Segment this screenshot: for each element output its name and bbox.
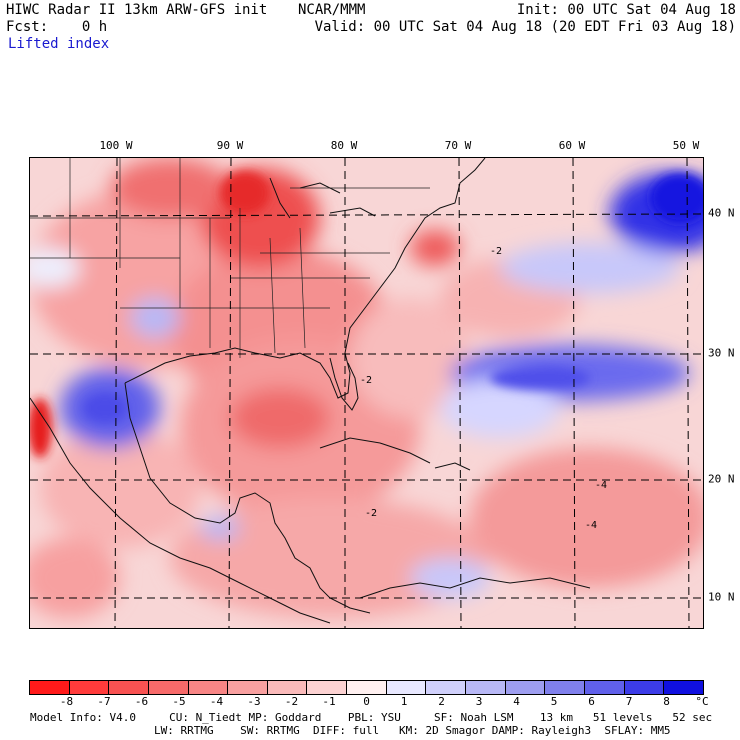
lat-label-10n: 10 N (708, 590, 735, 604)
colorbar-tick-label: 0 (363, 695, 370, 708)
colorbar-swatch (69, 681, 110, 694)
colorbar-tick-label: -1 (322, 695, 336, 708)
colorbar-swatch (584, 681, 625, 694)
state-borders (30, 158, 430, 358)
field-patch (200, 516, 240, 540)
lat-label-40n: 40 N (708, 206, 735, 220)
colorbar-swatch (228, 681, 268, 694)
us-gulf-coast (124, 158, 486, 399)
contour-label: -4 (595, 480, 607, 491)
mexico-pacific-coast (30, 397, 331, 624)
lifted-index-map: -2 -2 -2 -4 -4 (30, 158, 703, 628)
init-time: Init: 00 UTC Sat 04 Aug 18 (516, 2, 736, 18)
field-patch (410, 558, 490, 598)
lon-label-100w: 100 W (99, 139, 133, 152)
mexico-coast (124, 382, 371, 614)
lat-label-30n: 30 N (708, 346, 735, 360)
lon-label-50w: 50 W (672, 139, 700, 152)
lifted-index-cores (30, 171, 703, 458)
field-patch (230, 388, 330, 448)
field-name: Lifted index (8, 36, 110, 52)
field-core (220, 171, 270, 215)
colorbar-tick-label: 3 (475, 695, 483, 708)
lifted-index-field (30, 158, 703, 618)
great-lakes (269, 177, 376, 219)
colorbar-swatch (109, 681, 149, 694)
colorbar-swatch (347, 681, 387, 694)
model-info-line-2: LW: RRTMG SW: RRTMG DIFF: full KM: 2D Sm… (154, 724, 671, 737)
florida-peninsula (329, 357, 359, 411)
colorbar-swatch (545, 681, 585, 694)
model-info-line-1: Model Info: V4.0 CU: N_Tiedt MP: Goddard… (30, 711, 713, 724)
field-patch (170, 498, 490, 618)
colorbar-unit: °C (695, 695, 709, 708)
lon-label-60w: 60 W (558, 139, 586, 152)
colorbar-tick-label: -4 (209, 695, 224, 708)
colorbar-tick-label: -8 (59, 695, 74, 708)
contour-label: -2 (490, 246, 502, 257)
lon-label-80w: 80 W (330, 139, 358, 152)
colorbar-tick-label: -3 (247, 695, 261, 708)
colorbar-tick-label: 4 (513, 695, 520, 708)
field-patch (410, 230, 460, 266)
colorbar-swatch (386, 681, 427, 694)
contour-labels: -2 -2 -2 -4 -4 (360, 246, 607, 531)
colorbar-swatch (307, 681, 348, 694)
south-america-coast (359, 577, 591, 599)
field-patch (350, 298, 470, 418)
hispaniola (434, 462, 471, 471)
field-core (83, 393, 127, 423)
field-core (490, 366, 590, 390)
contour-label: -2 (360, 375, 372, 386)
colorbar-tick-label: 2 (438, 695, 445, 708)
coastlines (30, 158, 591, 624)
colorbar-swatch (148, 681, 189, 694)
parallel-40n (30, 213, 703, 217)
meridian-90w (228, 158, 232, 628)
colorbar-swatch (466, 681, 506, 694)
colorbar-swatch (267, 681, 308, 694)
field-patch (500, 243, 680, 293)
colorbar-tick-label: -5 (172, 695, 186, 708)
forecast-hour: Fcst: 0 h (6, 19, 108, 35)
valid-time: Valid: 00 UTC Sat 04 Aug 18 (20 EDT Fri … (314, 19, 736, 35)
field-patch (40, 428, 200, 548)
field-patch (130, 298, 180, 338)
field-core (30, 398, 52, 458)
map-panel: -2 -2 -2 -4 -4 (29, 157, 704, 629)
colorbar-tick-label: 6 (588, 695, 595, 708)
colorbar-tick-label: -2 (284, 695, 299, 708)
contour-label: -2 (365, 508, 377, 519)
colorbar-swatch (426, 681, 467, 694)
state-border (30, 158, 430, 358)
organization-label: NCAR/MMM (298, 2, 366, 18)
contour-label: -4 (585, 520, 597, 531)
colorbar-tick-label: 7 (625, 695, 633, 708)
colorbar-swatch (505, 681, 546, 694)
product-title: HIWC Radar II 13km ARW-GFS init (6, 2, 268, 18)
meridian-50w (686, 158, 690, 628)
field-patch (440, 378, 560, 438)
colorbar-swatch (188, 681, 229, 694)
graticule (30, 158, 703, 628)
colorbar-tick-label: -7 (97, 695, 111, 708)
colorbar-swatch (664, 681, 703, 694)
colorbar (29, 680, 704, 695)
meridian-100w (114, 158, 118, 628)
field-patch (470, 448, 703, 588)
colorbar-tick-label: 8 (663, 695, 670, 708)
cuba (319, 437, 431, 464)
meridian-70w (458, 158, 462, 628)
colorbar-tick-label: 1 (400, 695, 408, 708)
meridian-60w (572, 158, 576, 628)
colorbar-swatch (624, 681, 665, 694)
colorbar-tick-label: 5 (550, 695, 558, 708)
lat-label-20n: 20 N (708, 472, 735, 486)
lon-label-70w: 70 W (444, 139, 472, 152)
field-core (650, 173, 703, 223)
colorbar-swatch (30, 681, 70, 694)
field-patch (110, 158, 230, 218)
lon-label-90w: 90 W (216, 139, 244, 152)
colorbar-tick-label: -6 (134, 695, 149, 708)
